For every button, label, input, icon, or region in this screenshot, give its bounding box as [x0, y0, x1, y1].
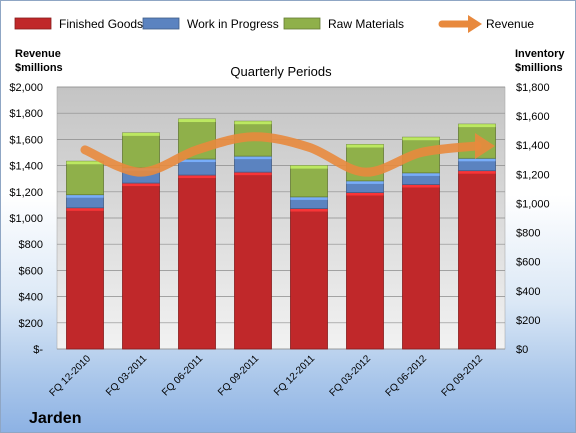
left-tick-label: $1,000 [9, 213, 43, 225]
legend-label: Raw Materials [328, 17, 404, 31]
bar-top-highlight [178, 175, 216, 179]
revenue-arrowhead [475, 132, 495, 159]
x-tick-label: FQ 06-2011 [160, 353, 205, 398]
bar-top-highlight [402, 172, 440, 176]
bar-finished-goods [122, 182, 160, 350]
right-tick-label: $200 [516, 315, 540, 327]
left-axis: $- $200 $400 $600 $800 $1,000 $1,200 $1,400 $1,6… [9, 82, 43, 356]
bar-top-highlight [402, 137, 440, 141]
left-axis-title: Revenue $millions [15, 48, 63, 74]
bar-top-highlight [346, 180, 384, 184]
left-tick-label: $1,800 [9, 108, 43, 120]
bar-top-highlight [290, 196, 328, 200]
bar-top-highlight [458, 124, 496, 128]
right-tick-label: $1,000 [516, 198, 550, 210]
right-tick-label: $1,800 [516, 82, 550, 94]
bar-finished-goods [178, 174, 216, 350]
revenue-line [80, 132, 495, 177]
x-tick-label: FQ 06-2012 [384, 353, 430, 399]
x-tick-label: FQ 09-2011 [216, 353, 261, 398]
bar-series [66, 118, 496, 350]
bar-top-highlight [178, 159, 216, 163]
bar-top-highlight [290, 208, 328, 212]
bar-top-highlight [122, 132, 160, 136]
legend-swatch [283, 17, 321, 30]
x-tick-label: FQ 03-2012 [328, 353, 374, 399]
x-axis: FQ 12-2010 FQ 03-2011 FQ 06-2011 FQ 09-2011… [48, 353, 486, 399]
legend: Finished Goods Work in Progress Raw Materi… [14, 15, 534, 33]
legend-label: Revenue [486, 17, 534, 31]
left-tick-label: $1,400 [9, 161, 43, 173]
left-tick-label: $2,000 [9, 82, 43, 94]
bar-raw-materials [66, 160, 104, 196]
x-tick-label: FQ 03-2011 [104, 353, 149, 398]
bar-top-highlight [122, 183, 160, 187]
legend-label: Finished Goods [59, 17, 143, 31]
bar-finished-goods [402, 184, 440, 350]
bar-top-highlight [290, 165, 328, 169]
right-tick-label: $1,200 [516, 169, 550, 181]
x-tick-label: FQ 12-2011 [272, 353, 317, 398]
bar-top-highlight [458, 170, 496, 174]
right-tick-label: $800 [516, 228, 540, 240]
left-tick-label: $400 [19, 292, 43, 304]
company-name: Jarden [29, 410, 81, 427]
bar-finished-goods [234, 171, 272, 350]
left-tick-label: $600 [19, 265, 43, 277]
right-tick-label: $600 [516, 257, 540, 269]
chart-title: Quarterly Periods [230, 64, 332, 79]
bar-top-highlight [346, 192, 384, 196]
bar-top-highlight [458, 158, 496, 162]
right-tick-label: $1,600 [516, 111, 550, 123]
legend-arrow-head [468, 15, 482, 33]
bar-finished-goods [346, 192, 384, 350]
right-axis: $0 $200 $400 $600 $800 $1,000 $1,200 $1,400 $1,6… [516, 82, 550, 356]
bar-top-highlight [346, 144, 384, 148]
left-tick-label: $- [33, 344, 43, 356]
bar-raw-materials [290, 165, 328, 198]
left-tick-label: $800 [19, 239, 43, 251]
left-tick-label: $1,600 [9, 134, 43, 146]
legend-swatch [14, 17, 52, 30]
revenue-line-path [80, 132, 482, 177]
legend-label: Work in Progress [187, 17, 279, 31]
bar-top-highlight [234, 172, 272, 176]
right-tick-label: $400 [516, 286, 540, 298]
right-tick-label: $0 [516, 344, 528, 356]
bar-top-highlight [234, 121, 272, 125]
bar-top-highlight [178, 119, 216, 123]
x-tick-label: FQ 12-2010 [48, 353, 94, 399]
bar-top-highlight [66, 207, 104, 211]
bar-top-highlight [402, 184, 440, 188]
bar-finished-goods [290, 208, 328, 350]
left-tick-label: $1,200 [9, 187, 43, 199]
legend-swatch [142, 17, 180, 30]
bar-top-highlight [66, 161, 104, 165]
bar-raw-materials [122, 132, 160, 169]
left-tick-label: $200 [19, 318, 43, 330]
bar-top-highlight [66, 194, 104, 198]
x-tick-label: FQ 09-2012 [440, 353, 486, 399]
bar-finished-goods [458, 170, 496, 350]
right-axis-title: Inventory $millions [515, 48, 565, 74]
bar-top-highlight [234, 156, 272, 160]
bar-finished-goods [66, 207, 104, 350]
right-tick-label: $1,400 [516, 140, 550, 152]
